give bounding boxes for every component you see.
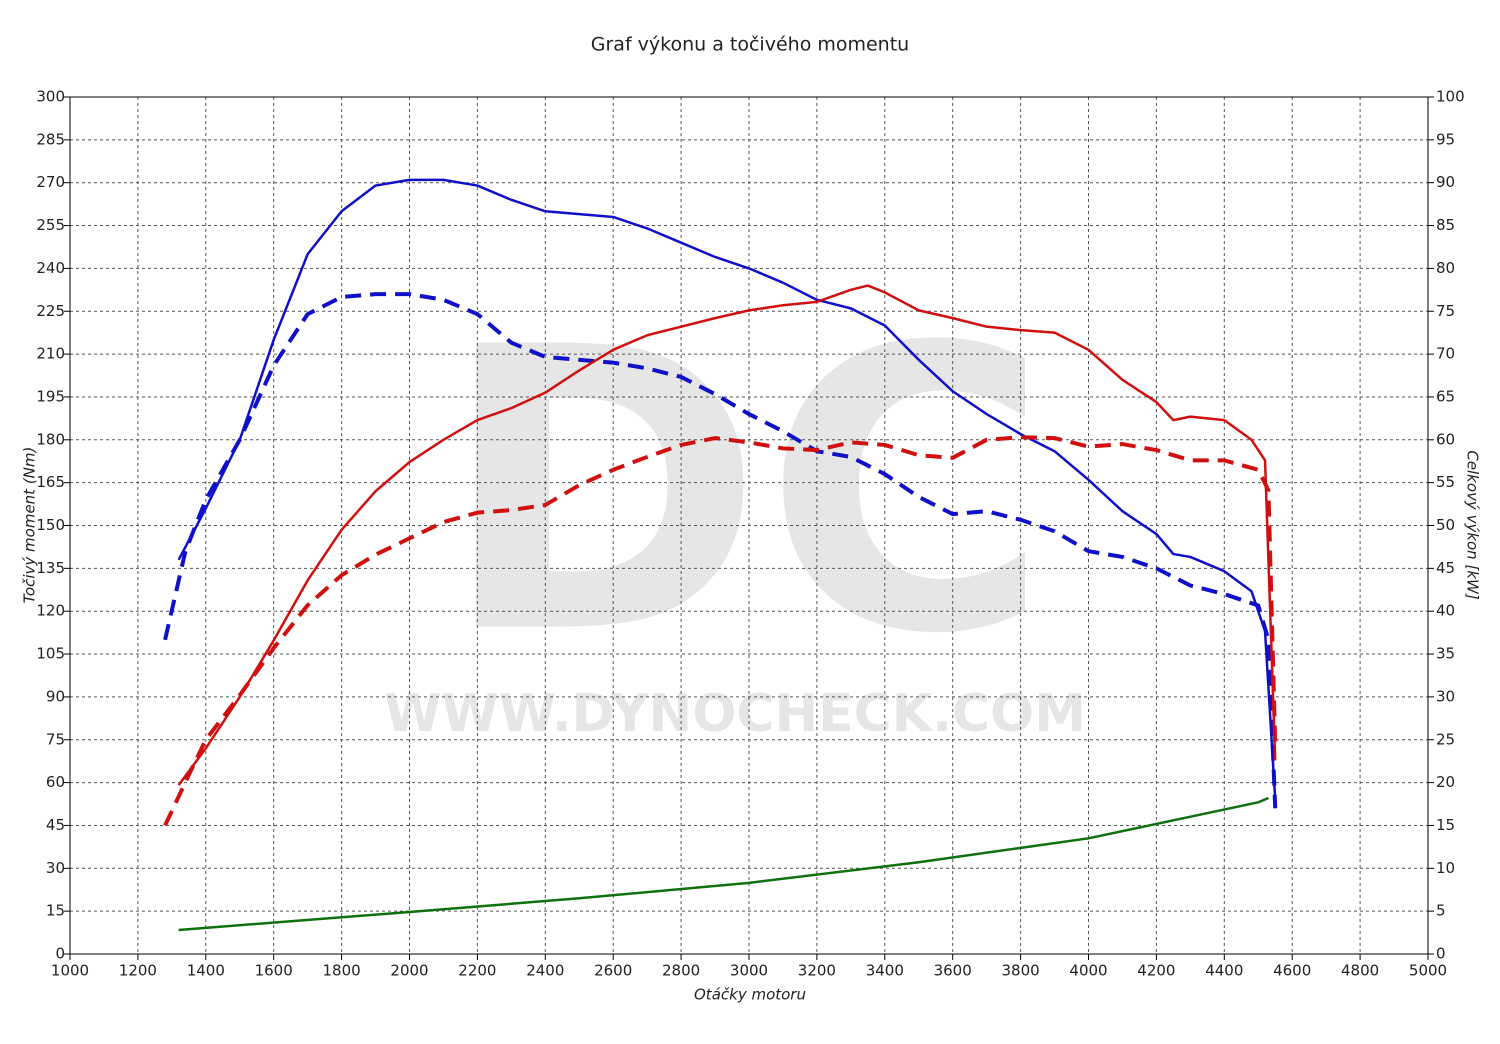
x-tick-label: 1000 — [51, 962, 89, 980]
watermark: DC — [440, 265, 1050, 719]
x-tick-label: 1600 — [255, 962, 293, 980]
y2-tick-label: 90 — [1436, 173, 1455, 191]
series-line — [163, 435, 1278, 827]
y-tick-label: 240 — [36, 259, 65, 277]
y-axis-label: Točivý moment (Nm) — [21, 447, 39, 604]
watermark-url: WWW.DYNOCHECK.COM — [384, 684, 1086, 744]
y2-axis-label: Celkový výkon [kW] — [1464, 450, 1482, 600]
x-tick-label: 1400 — [187, 962, 225, 980]
y2-tick-label: 100 — [1436, 88, 1465, 106]
y2-tick-label: 95 — [1436, 130, 1455, 148]
x-tick-label: 2000 — [390, 962, 428, 980]
y-tick-label: 300 — [36, 88, 65, 106]
x-tick-label: 3200 — [798, 962, 836, 980]
y-tick-label: 225 — [36, 302, 65, 320]
plot-frame — [69, 96, 1429, 955]
series-line — [177, 178, 1277, 800]
y-tick-label: 210 — [36, 345, 65, 363]
x-tick-label: 3800 — [1002, 962, 1040, 980]
y-tick-label: 15 — [46, 902, 65, 920]
y2-tick-label: 75 — [1436, 302, 1455, 320]
y-tick-label: 255 — [36, 216, 65, 234]
y2-tick-label: 60 — [1436, 430, 1455, 448]
y2-tick-label: 50 — [1436, 516, 1455, 534]
series-line — [178, 796, 1269, 932]
y2-tick-label: 10 — [1436, 859, 1455, 877]
x-axis-label: Otáčky motoru — [694, 986, 806, 1004]
x-tick-label: 1800 — [323, 962, 361, 980]
y2-tick-label: 40 — [1436, 602, 1455, 620]
y-tick-label: 165 — [36, 473, 65, 491]
y2-tick-label: 55 — [1436, 473, 1455, 491]
series-line — [177, 284, 1277, 786]
x-tick-label: 3600 — [934, 962, 972, 980]
x-tick-label: 4200 — [1137, 962, 1175, 980]
x-tick-label: 2600 — [594, 962, 632, 980]
y-tick-label: 45 — [46, 816, 65, 834]
x-tick-label: 2800 — [662, 962, 700, 980]
series-line — [163, 292, 1278, 809]
y2-tick-label: 25 — [1436, 730, 1455, 748]
y2-tick-label: 45 — [1436, 559, 1455, 577]
y2-tick-label: 5 — [1436, 902, 1446, 920]
y-tick-label: 180 — [36, 430, 65, 448]
y-tick-label: 105 — [36, 645, 65, 663]
y-tick-label: 75 — [46, 730, 65, 748]
chart-title: Graf výkonu a točivého momentu — [591, 34, 909, 56]
y-tick-label: 120 — [36, 602, 65, 620]
y2-tick-label: 0 — [1436, 945, 1446, 963]
y-tick-label: 0 — [55, 945, 65, 963]
y2-tick-label: 35 — [1436, 645, 1455, 663]
y2-tick-label: 85 — [1436, 216, 1455, 234]
x-tick-label: 2200 — [458, 962, 496, 980]
y-tick-label: 90 — [46, 687, 65, 705]
x-tick-label: 5000 — [1409, 962, 1447, 980]
y2-tick-label: 80 — [1436, 259, 1455, 277]
y-tick-label: 150 — [36, 516, 65, 534]
x-tick-label: 4800 — [1341, 962, 1379, 980]
y-tick-label: 285 — [36, 130, 65, 148]
x-tick-label: 1200 — [119, 962, 157, 980]
y2-tick-label: 20 — [1436, 773, 1455, 791]
y-tick-label: 270 — [36, 173, 65, 191]
x-tick-label: 3000 — [730, 962, 768, 980]
y2-tick-label: 15 — [1436, 816, 1455, 834]
y-tick-label: 60 — [46, 773, 65, 791]
x-tick-label: 4000 — [1069, 962, 1107, 980]
y2-tick-label: 70 — [1436, 345, 1455, 363]
x-tick-label: 2400 — [526, 962, 564, 980]
y-tick-label: 135 — [36, 559, 65, 577]
y-tick-label: 30 — [46, 859, 65, 877]
x-tick-label: 4600 — [1273, 962, 1311, 980]
y2-tick-label: 65 — [1436, 387, 1455, 405]
x-tick-label: 3400 — [866, 962, 904, 980]
y2-tick-label: 30 — [1436, 687, 1455, 705]
y-tick-label: 195 — [36, 387, 65, 405]
x-tick-label: 4400 — [1205, 962, 1243, 980]
